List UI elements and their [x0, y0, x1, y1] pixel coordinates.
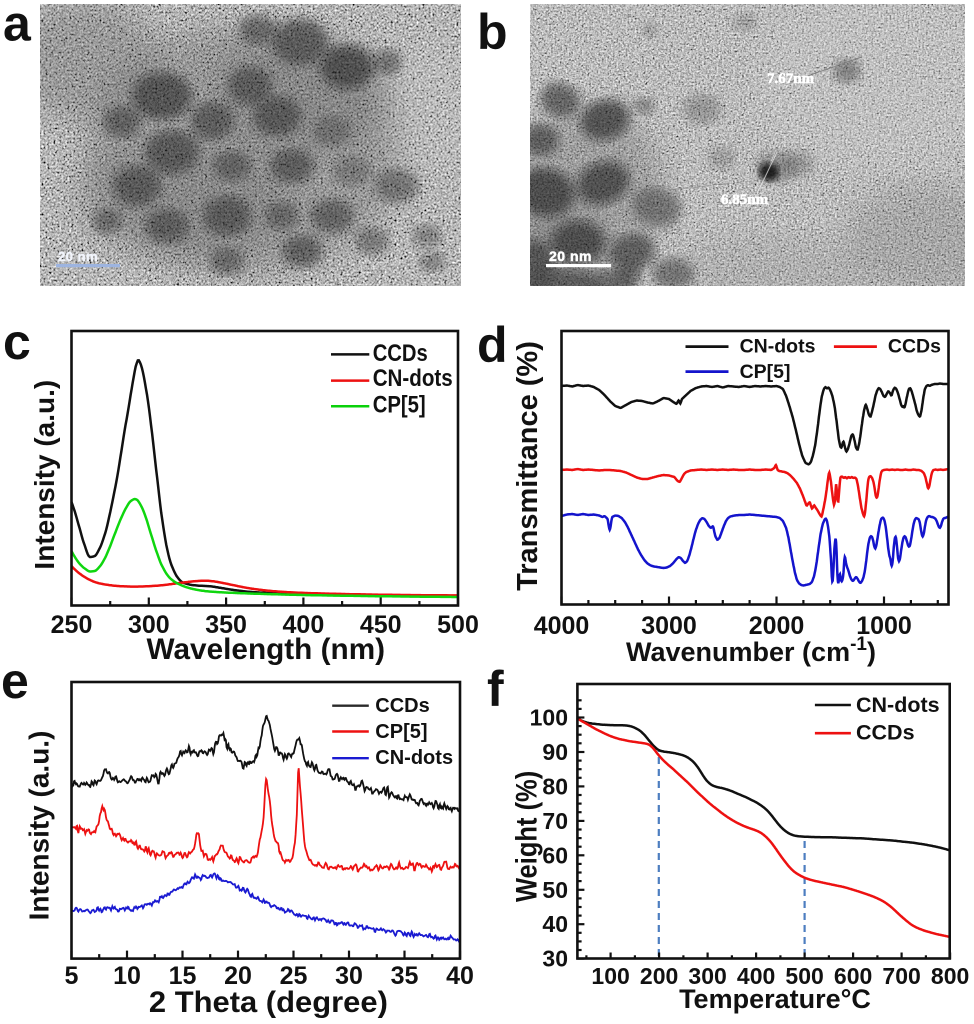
svg-text:100: 100: [591, 963, 629, 989]
svg-text:50: 50: [542, 877, 568, 903]
svg-text:4000: 4000: [534, 612, 590, 640]
svg-text:Intensity (a.u.): Intensity (a.u.): [29, 380, 60, 570]
svg-text:d: d: [477, 317, 508, 373]
svg-text:10: 10: [113, 962, 141, 990]
svg-text:Wavenumber (cm-1): Wavenumber (cm-1): [626, 634, 876, 667]
svg-text:40: 40: [542, 911, 568, 937]
svg-text:b: b: [477, 4, 508, 60]
svg-text:CP[5]: CP[5]: [373, 392, 426, 419]
svg-text:350: 350: [205, 611, 247, 639]
svg-text:7.67nm: 7.67nm: [767, 71, 815, 87]
svg-text:Transmittance (%): Transmittance (%): [512, 341, 544, 591]
svg-text:3000: 3000: [641, 612, 697, 640]
svg-text:40: 40: [446, 962, 474, 990]
svg-text:2 Theta (degree): 2 Theta (degree): [149, 986, 388, 1019]
svg-text:CCDs: CCDs: [888, 335, 941, 357]
svg-text:30: 30: [542, 946, 568, 972]
svg-text:400: 400: [737, 963, 775, 989]
svg-text:CN-dots: CN-dots: [856, 693, 940, 717]
svg-text:Weight (%): Weight (%): [511, 771, 544, 902]
svg-text:CP[5]: CP[5]: [740, 361, 791, 383]
svg-text:20: 20: [224, 962, 252, 990]
svg-text:700: 700: [882, 963, 920, 989]
svg-text:CCDs: CCDs: [375, 695, 429, 717]
svg-text:200: 200: [640, 963, 678, 989]
svg-text:100: 100: [530, 705, 568, 731]
svg-text:25: 25: [280, 962, 308, 990]
svg-text:1000: 1000: [856, 612, 912, 640]
svg-text:6.85nm: 6.85nm: [721, 192, 769, 208]
svg-text:60: 60: [542, 842, 568, 868]
svg-text:80: 80: [542, 773, 568, 799]
svg-text:Intensity (a.u.): Intensity (a.u.): [24, 731, 55, 921]
svg-text:500: 500: [437, 611, 479, 639]
svg-text:f: f: [487, 661, 504, 717]
svg-text:600: 600: [834, 963, 872, 989]
svg-text:Wavelength (nm): Wavelength (nm): [147, 633, 386, 666]
svg-text:5: 5: [65, 962, 79, 990]
svg-text:30: 30: [335, 962, 363, 990]
svg-text:400: 400: [283, 611, 325, 639]
svg-text:CP[5]: CP[5]: [375, 721, 427, 743]
svg-text:300: 300: [688, 963, 726, 989]
svg-text:CCDs: CCDs: [856, 721, 915, 745]
svg-text:CN-dots: CN-dots: [373, 365, 453, 392]
svg-text:2000: 2000: [749, 612, 805, 640]
svg-text:e: e: [1, 653, 29, 709]
svg-text:300: 300: [128, 611, 170, 639]
svg-text:Temperature°C: Temperature°C: [679, 984, 871, 1014]
svg-text:90: 90: [542, 739, 568, 765]
svg-text:a: a: [3, 0, 32, 52]
svg-text:15: 15: [169, 962, 197, 990]
svg-text:20 nm: 20 nm: [549, 248, 592, 264]
svg-text:CN-dots: CN-dots: [740, 335, 816, 357]
svg-text:CCDs: CCDs: [373, 340, 428, 367]
svg-text:250: 250: [51, 611, 93, 639]
svg-text:35: 35: [391, 962, 419, 990]
svg-text:CN-dots: CN-dots: [375, 747, 453, 769]
svg-text:c: c: [3, 314, 31, 370]
svg-text:800: 800: [931, 963, 969, 989]
svg-text:20 nm: 20 nm: [58, 249, 98, 264]
svg-text:70: 70: [542, 808, 568, 834]
svg-text:500: 500: [785, 963, 823, 989]
svg-text:450: 450: [360, 611, 402, 639]
